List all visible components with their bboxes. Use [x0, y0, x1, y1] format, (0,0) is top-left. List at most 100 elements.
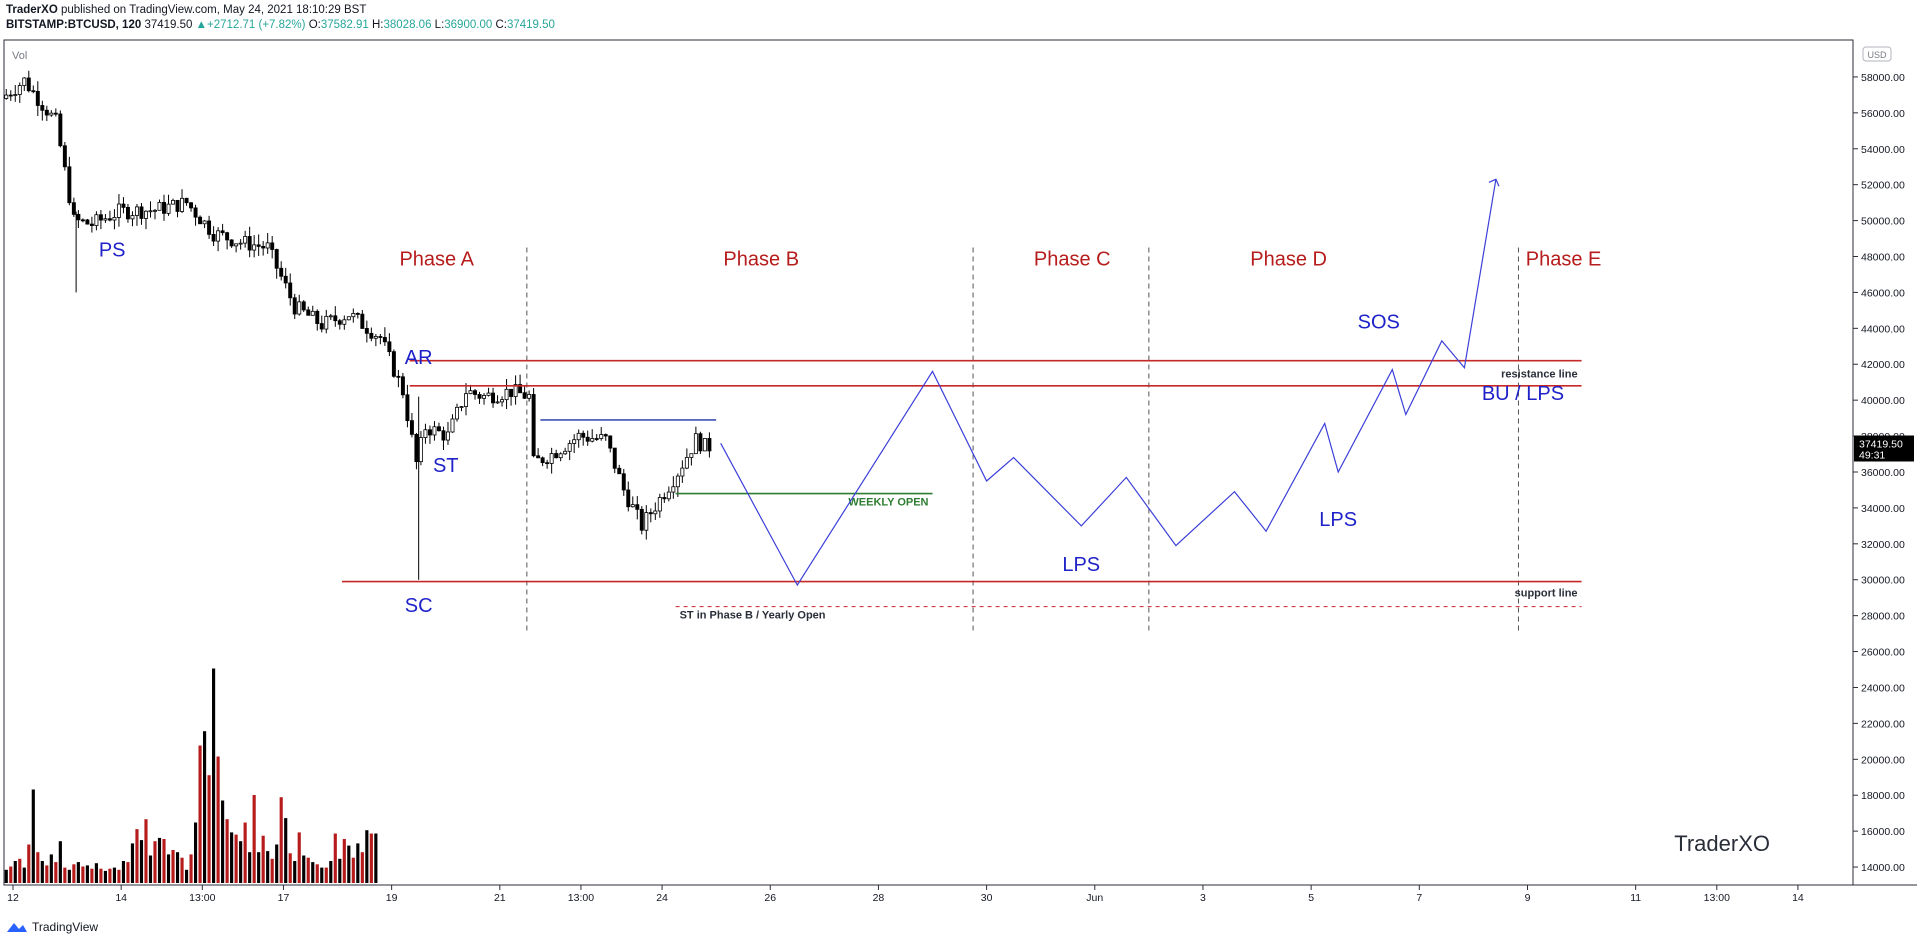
candle-up — [513, 384, 518, 397]
volume-bar — [315, 864, 319, 883]
volume-bar — [121, 861, 126, 883]
candle-up — [432, 426, 437, 436]
candle-down — [71, 202, 76, 215]
x-tick-label: 7 — [1416, 892, 1422, 904]
level-label: resistance line — [1501, 369, 1577, 381]
candle-down — [225, 232, 230, 241]
volume-bar — [4, 869, 8, 883]
publish-date: published on TradingView.com, May 24, 20… — [60, 4, 367, 16]
volume-bar — [180, 857, 184, 883]
volume-bar — [171, 850, 175, 883]
x-tick-label: 14 — [115, 892, 127, 904]
event-label: SC — [405, 595, 433, 617]
candle-down — [603, 434, 608, 437]
candle-up — [450, 418, 455, 433]
x-tick-label: 17 — [278, 892, 290, 904]
candle-down — [256, 244, 261, 247]
candle-up — [423, 429, 428, 438]
candle-down — [292, 297, 297, 315]
candle-down — [333, 315, 338, 322]
x-tick-label: 30 — [981, 892, 993, 904]
candle-down — [554, 453, 559, 459]
candle-down — [531, 394, 536, 457]
candle-down — [270, 242, 275, 250]
volume-bar — [184, 869, 189, 883]
candle-down — [626, 489, 631, 508]
volume-bar — [230, 832, 234, 883]
y-tick-label: 22000.00 — [1861, 718, 1905, 730]
change-up-icon: ▲ — [195, 19, 208, 31]
volume-bar — [130, 843, 135, 883]
symbol-name[interactable]: BITSTAMP:BTCUSD, 120 — [6, 19, 142, 31]
candle-down — [639, 508, 644, 531]
candle-up — [455, 406, 459, 420]
candle-up — [558, 453, 563, 459]
candle-up — [171, 199, 176, 205]
event-label: ST — [433, 455, 459, 477]
candle-up — [495, 401, 500, 404]
candle-down — [378, 336, 383, 338]
open-value: 37582.91 — [320, 19, 369, 31]
candle-down — [319, 323, 324, 330]
volume-label: Vol — [12, 50, 27, 62]
volume-bar — [225, 819, 229, 883]
y-tick-label: 28000.00 — [1861, 611, 1905, 623]
event-label: LPS — [1062, 554, 1100, 576]
x-tick-label: 9 — [1525, 892, 1531, 904]
volume-bar — [18, 858, 22, 883]
candle-up — [684, 457, 689, 469]
volume-bar — [324, 867, 328, 883]
candle-down — [193, 207, 198, 218]
plot-frame — [3, 39, 1854, 886]
volume-bar — [94, 863, 98, 883]
candle-down — [396, 375, 401, 378]
y-tick-label: 42000.00 — [1861, 359, 1905, 371]
candle-up — [297, 301, 302, 315]
volume-bar — [270, 858, 274, 883]
volume-bar — [360, 852, 364, 883]
tradingview-footer[interactable]: TradingView — [6, 920, 98, 934]
volume-bar — [261, 835, 265, 883]
candle-down — [382, 337, 387, 343]
candle-down — [612, 447, 617, 469]
volume-bar — [279, 797, 283, 883]
candle-down — [441, 430, 446, 441]
candle-up — [216, 230, 221, 242]
volume-bar — [31, 789, 35, 883]
volume-bar — [40, 861, 44, 883]
volume-bar — [257, 852, 261, 883]
candle-down — [26, 77, 31, 92]
candle-down — [40, 105, 45, 111]
author-name[interactable]: TraderXO — [6, 4, 58, 16]
candle-down — [536, 455, 541, 459]
candle-down — [229, 239, 234, 247]
volume-bar — [302, 855, 306, 883]
candle-up — [346, 316, 351, 321]
candle-down — [139, 206, 144, 219]
phase-label: Phase E — [1526, 248, 1602, 270]
candle-down — [391, 351, 396, 377]
volume-bar — [198, 745, 202, 883]
volume-bar — [207, 775, 211, 883]
y-tick-label: 14000.00 — [1861, 862, 1905, 874]
volume-bar — [13, 861, 17, 883]
candle-up — [671, 486, 676, 493]
candle-up — [653, 510, 658, 515]
candle-down — [261, 246, 266, 249]
event-label: LPS — [1319, 509, 1357, 531]
candle-up — [180, 197, 185, 212]
candle-down — [279, 267, 284, 277]
volume-bar — [90, 868, 94, 883]
level-label: ST in Phase B / Yearly Open — [680, 610, 826, 622]
x-tick-label: 24 — [656, 892, 668, 904]
volume-bar — [252, 795, 256, 883]
candle-down — [184, 197, 189, 204]
volume-bar — [9, 866, 13, 883]
volume-bar — [356, 843, 360, 883]
volume-bar — [351, 857, 355, 883]
candle-down — [67, 166, 72, 204]
currency-badge[interactable] — [1862, 46, 1892, 62]
volume-bar — [234, 834, 238, 883]
open-label: O: — [308, 19, 321, 31]
